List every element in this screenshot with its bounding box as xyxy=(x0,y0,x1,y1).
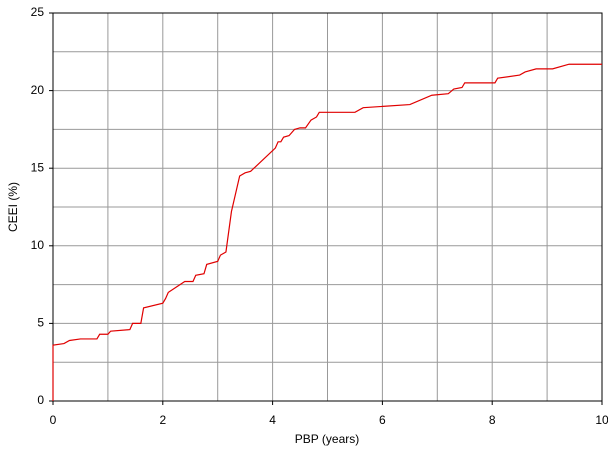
y-tick-label: 25 xyxy=(31,5,45,19)
y-axis-label: CEEI (%) xyxy=(6,182,20,232)
x-tick-label: 2 xyxy=(159,413,166,427)
y-tick-label: 0 xyxy=(37,393,44,407)
y-tick-label: 10 xyxy=(31,238,45,252)
data-line xyxy=(52,63,602,401)
y-tick-label: 15 xyxy=(31,160,45,174)
y-tick-label: 5 xyxy=(37,316,44,330)
x-tick-label: 0 xyxy=(50,413,57,427)
plot-frame xyxy=(52,12,603,402)
x-axis-label: PBP (years) xyxy=(295,432,359,446)
x-tick-label: 8 xyxy=(489,413,496,427)
x-tick-label: 6 xyxy=(379,413,386,427)
y-tick-label: 20 xyxy=(31,83,45,97)
x-tick-label: 4 xyxy=(269,413,276,427)
x-tick-label: 10 xyxy=(595,413,608,427)
